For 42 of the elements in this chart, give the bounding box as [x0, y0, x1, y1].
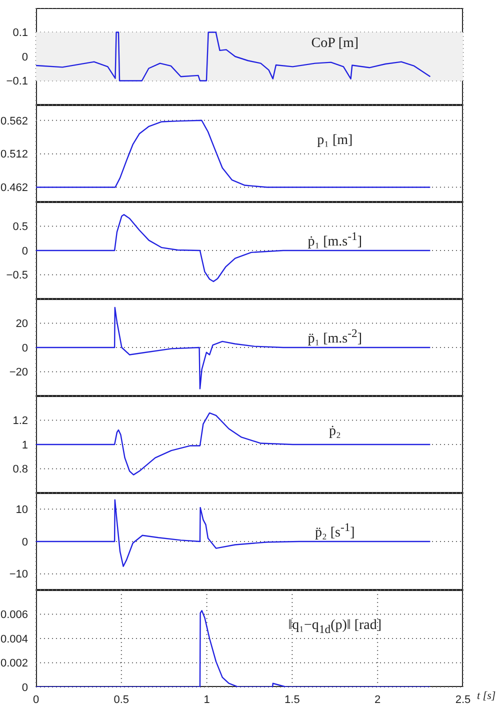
- y-tick-label: 0: [22, 245, 28, 258]
- y-tick-label: −0.1: [6, 76, 28, 88]
- annotation: CoP [m]: [311, 36, 359, 52]
- y-tick-label: 0.462: [0, 182, 28, 194]
- y-tick-label: 0.512: [0, 148, 28, 161]
- x-tick-label: 1.5: [284, 694, 300, 706]
- y-tick-label: 0.562: [0, 115, 28, 128]
- y-tick-label: −10: [9, 568, 28, 581]
- line-series: [36, 412, 431, 476]
- y-tick-label: 0.8: [12, 464, 28, 476]
- annotation: ‖q₁−q$_{1d}$(p)‖ [rad]: [288, 618, 382, 636]
- y-tick-label: 10: [16, 504, 28, 516]
- line-series: [36, 610, 431, 687]
- line-series: [36, 214, 431, 282]
- annotation: p₁ [m]: [317, 133, 353, 149]
- x-axis-title: t [s]: [477, 690, 496, 702]
- x-tick-label: 0: [32, 694, 40, 706]
- x-tick-label: 2: [374, 694, 381, 706]
- line-series: [36, 499, 431, 567]
- y-tick-label: 0: [22, 51, 28, 64]
- y-tick-label: 1.2: [12, 415, 28, 428]
- annotation: ṗ₂: [328, 424, 341, 440]
- line-series: [36, 120, 431, 188]
- y-tick-label: 0.5: [12, 221, 28, 234]
- annotation: ṗ₁ [m.s$^{-1}$]: [308, 230, 362, 251]
- y-tick-label: 0.1: [12, 27, 28, 40]
- y-tick-label: 20: [16, 318, 28, 330]
- y-tick-label: 0: [22, 536, 28, 548]
- y-tick-label: 1: [22, 439, 28, 452]
- x-tick-label: 0.5: [114, 694, 130, 706]
- y-tick-label: −0.5: [6, 270, 28, 282]
- annotation: p̈₁ [m.s$^{-2}$]: [308, 327, 362, 348]
- y-tick-label: 0.006: [0, 609, 28, 622]
- y-tick-label: −20: [9, 366, 28, 379]
- y-tick-label: 0: [22, 682, 28, 694]
- x-tick-label: 2.5: [455, 694, 471, 706]
- y-tick-label: 0.002: [0, 658, 28, 670]
- x-tick-label: 1: [204, 694, 210, 706]
- y-tick-label: 0: [22, 342, 28, 354]
- line-series: [36, 306, 431, 390]
- annotation: p̈₂ [s$^{-1}$]: [314, 521, 355, 542]
- y-tick-label: 0.004: [0, 633, 28, 646]
